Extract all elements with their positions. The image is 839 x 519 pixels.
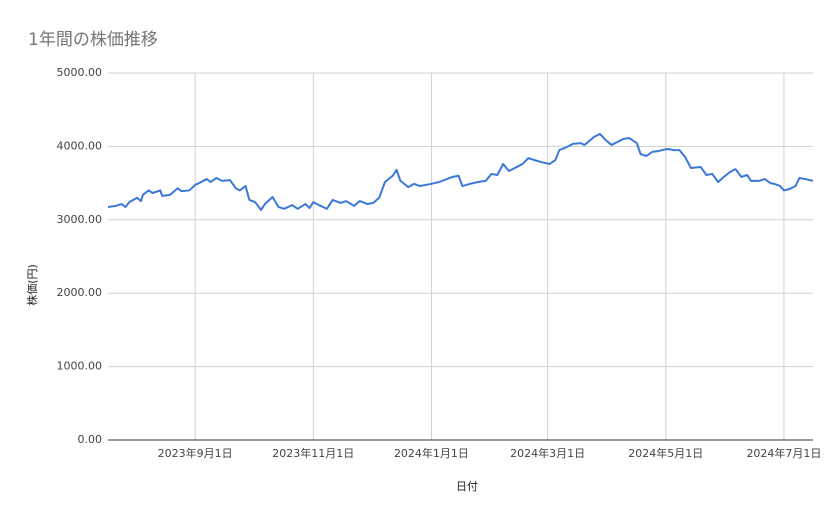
- y-tick-label: 3000.00: [57, 213, 103, 226]
- y-tick-label: 4000.00: [57, 139, 103, 152]
- y-tick-label: 5000.00: [57, 66, 103, 79]
- x-tick-label: 2024年5月1日: [628, 446, 703, 460]
- y-tick-label: 1000.00: [57, 360, 103, 373]
- y-tick-label: 2000.00: [57, 286, 103, 299]
- x-tick-label: 2024年1月1日: [394, 446, 469, 460]
- x-tick-label: 2024年7月1日: [746, 446, 821, 460]
- x-tick-label: 2023年9月1日: [158, 446, 233, 460]
- x-tick-label: 2023年11月1日: [272, 446, 354, 460]
- chart-title: 1年間の株価推移: [28, 30, 158, 50]
- price-line: [107, 132, 814, 211]
- y-axis-title: 株価(円): [25, 264, 39, 306]
- x-axis-title: 日付: [456, 480, 478, 493]
- y-tick-label: 0.00: [78, 433, 103, 446]
- x-tick-label: 2024年3月1日: [510, 446, 585, 460]
